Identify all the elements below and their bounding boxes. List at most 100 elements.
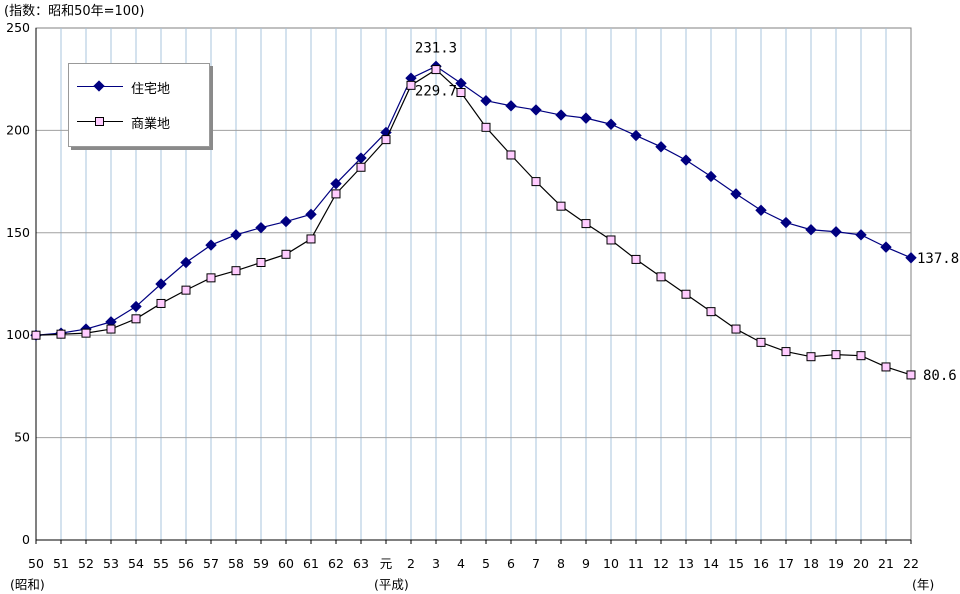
y-tick-label: 250 <box>6 20 30 35</box>
x-tick-label: 5 <box>482 556 490 571</box>
x-tick-label: 59 <box>253 556 269 571</box>
residential-point <box>655 141 667 153</box>
residential-point <box>805 224 817 236</box>
x-tick-label: 16 <box>753 556 769 571</box>
x-tick-label: 57 <box>203 556 219 571</box>
legend-label-commercial: 商業地 <box>131 116 171 132</box>
x-tick-label: 15 <box>728 556 744 571</box>
commercial-point <box>806 352 816 362</box>
residential-point <box>605 118 617 130</box>
commercial-point <box>256 257 266 267</box>
commercial-point <box>656 272 666 282</box>
residential-point <box>705 170 717 183</box>
x-tick-label: 54 <box>128 556 144 571</box>
residential-point <box>130 300 142 313</box>
x-tick-label: 63 <box>353 556 369 571</box>
commercial-point <box>481 122 491 132</box>
x-tick-label: 18 <box>803 556 819 571</box>
residential-point <box>680 154 692 166</box>
residential-point <box>505 100 517 112</box>
x-tick-label: 11 <box>628 556 644 571</box>
x-tick-label: 9 <box>582 556 590 571</box>
x-tick-label: 55 <box>153 556 169 571</box>
year-unit-label: (年) <box>912 577 935 592</box>
commercial-point <box>681 289 691 299</box>
residential-point <box>580 112 592 124</box>
commercial-point <box>581 219 591 229</box>
residential-point <box>305 208 317 221</box>
x-tick-label: 60 <box>278 556 294 571</box>
x-tick-label: 53 <box>103 556 119 571</box>
diamond-marker-icon <box>77 77 123 97</box>
residential-point <box>880 241 892 253</box>
x-tick-label: 10 <box>603 556 619 571</box>
residential-point <box>280 215 292 228</box>
era-label-heisei: (平成) <box>374 577 409 592</box>
commercial-point <box>556 201 566 211</box>
x-tick-label: 17 <box>778 556 794 571</box>
commercial-point <box>56 329 66 339</box>
x-tick-label: 20 <box>853 556 869 571</box>
commercial-point <box>456 88 466 98</box>
commercial-point <box>231 266 241 276</box>
x-tick-label: 14 <box>703 556 719 571</box>
last-residential-label: 137.8 <box>917 251 959 267</box>
residential-point <box>330 177 342 190</box>
commercial-point <box>81 328 91 338</box>
x-tick-label: 62 <box>328 556 344 571</box>
legend-item-commercial: 商業地 <box>69 112 170 132</box>
commercial-point <box>881 362 891 372</box>
commercial-point <box>131 314 141 324</box>
commercial-point <box>531 177 541 187</box>
x-tick-label: 58 <box>228 556 244 571</box>
x-axis-ticks: 50 51 52 53 54 55 56 57 58 59 60 61 62 63 元 2 3 4 5 6 7 8 9 10 1… <box>28 540 919 571</box>
x-tick-label: 4 <box>457 556 465 571</box>
era-label-showa: (昭和) <box>10 577 45 592</box>
residential-point <box>780 216 792 229</box>
residential-point <box>530 104 542 116</box>
commercial-point <box>856 351 866 361</box>
residential-point <box>155 278 167 290</box>
residential-point <box>630 129 642 142</box>
commercial-point <box>406 80 416 90</box>
x-tick-label: 22 <box>903 556 919 571</box>
commercial-point <box>156 298 166 308</box>
peak-commercial-label: 229.7 <box>415 84 457 100</box>
commercial-point <box>181 285 191 295</box>
x-tick-label: 50 <box>28 556 44 571</box>
commercial-point <box>781 347 791 357</box>
residential-point <box>905 252 917 264</box>
series-lines <box>30 60 917 380</box>
residential-point <box>555 109 567 121</box>
commercial-point <box>731 324 741 334</box>
residential-point <box>755 204 767 216</box>
commercial-point <box>356 162 366 172</box>
y-tick-label: 100 <box>6 327 30 342</box>
commercial-point <box>706 307 716 317</box>
square-marker-icon <box>77 112 123 132</box>
x-tick-label: 7 <box>532 556 540 571</box>
x-tick-label: 51 <box>53 556 69 571</box>
legend: 住宅地 商業地 <box>68 63 210 147</box>
legend-item-residential: 住宅地 <box>69 77 170 97</box>
x-tick-label: 2 <box>407 556 415 571</box>
residential-point <box>205 239 217 251</box>
y-tick-label: 50 <box>14 430 30 445</box>
x-tick-label: 8 <box>557 556 565 571</box>
commercial-point <box>631 254 641 264</box>
commercial-point <box>106 324 116 334</box>
commercial-point <box>306 234 316 244</box>
x-tick-label: 19 <box>828 556 844 571</box>
commercial-point <box>31 330 41 340</box>
commercial-point <box>381 135 391 145</box>
x-tick-label: 12 <box>653 556 669 571</box>
x-tick-label: 6 <box>507 556 515 571</box>
commercial-point <box>431 65 441 75</box>
data-annotations: 231.3 229.7 137.8 80.6 <box>415 40 959 384</box>
y-tick-label: 150 <box>6 225 30 240</box>
residential-point <box>730 188 742 200</box>
commercial-point <box>281 249 291 259</box>
x-tick-label: 3 <box>432 556 440 571</box>
x-tick-label: 21 <box>878 556 894 571</box>
x-tick-label: 52 <box>78 556 94 571</box>
